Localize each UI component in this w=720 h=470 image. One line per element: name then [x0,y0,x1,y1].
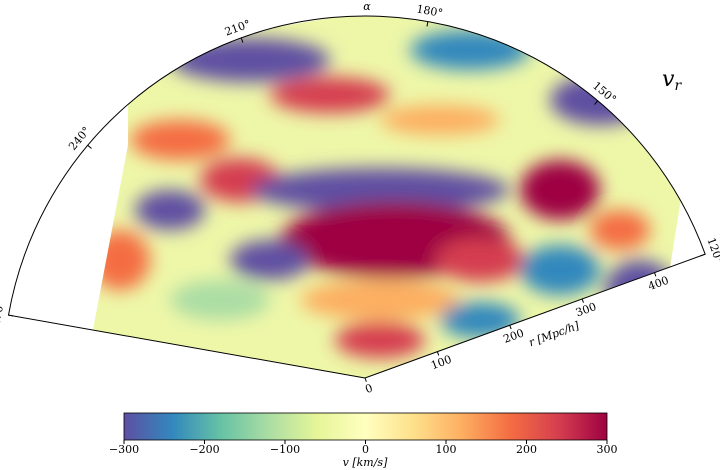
angle-tick-label: 270° [0,299,7,327]
r-tick-label: 300 [574,300,598,319]
r-tick-label: 100 [429,353,453,372]
angle-tick [700,253,706,257]
colorbar-tick-label: −200 [189,443,219,456]
colorbar-label: v [km/s] [343,456,388,469]
angle-tick [87,144,92,149]
chart-title: α [363,0,371,13]
colorbar-tick-label: 100 [436,443,457,456]
angle-tick [8,314,14,317]
colorbar [123,412,608,441]
r-tick [654,272,657,277]
r-axis-label: r [Mpc/h] [527,319,582,349]
field-label: vr [662,67,682,94]
field-label-sub: r [674,78,682,94]
colorbar-tick-label: 0 [362,443,369,456]
r-tick [509,325,512,330]
angle-tick [594,100,599,105]
angle-tick [426,21,429,27]
angle-tick-label: 240° [66,124,93,153]
r-tick [436,351,440,356]
r-tick-label: 200 [502,326,526,345]
colorbar-tick-label: 200 [516,443,537,456]
colorbar-tick-label: −300 [109,443,139,456]
field-region [92,16,700,378]
angle-tick-label: 180° [416,2,444,19]
r-tick-label: 0 [363,382,374,397]
field [92,16,700,378]
field-label-main: v [662,67,675,92]
r-tick-label: 400 [646,274,670,293]
colorbar-tick-label: −100 [270,443,300,456]
colorbar-tick-label: 300 [597,443,618,456]
angle-tick [240,37,244,43]
wedge-outline [7,15,706,379]
angle-tick-label: 120° [704,236,720,265]
r-tick [581,298,584,303]
r-tick [364,377,367,382]
